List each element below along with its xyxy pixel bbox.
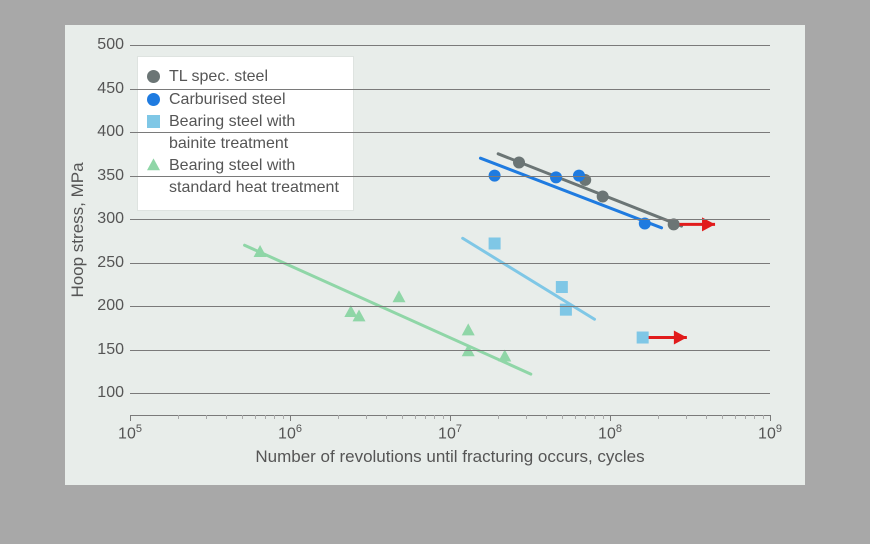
data-point-bainite-treatment xyxy=(489,237,501,249)
trend-line-carburised-steel xyxy=(480,158,661,228)
x-tick-label: 105 xyxy=(118,415,142,443)
trend-line-tl-spec-steel xyxy=(498,154,681,226)
y-tick-label: 300 xyxy=(74,210,130,228)
y-tick-label: 350 xyxy=(74,167,130,185)
plot-area: Hoop stress, MPa Number of revolutions u… xyxy=(130,45,770,415)
gridline xyxy=(130,176,770,177)
y-tick-label: 450 xyxy=(74,80,130,98)
chart-frame: Hoop stress, MPa Number of revolutions u… xyxy=(65,25,805,485)
x-tick-label: 107 xyxy=(438,415,462,443)
triangle-icon xyxy=(146,158,161,173)
legend-item: Bearing steel withstandard heat treatmen… xyxy=(146,155,339,198)
y-tick-label: 200 xyxy=(74,297,130,315)
x-tick-label: 106 xyxy=(278,415,302,443)
data-point-standard-heat-treatment xyxy=(392,290,405,302)
trend-line-standard-heat-treatment xyxy=(245,245,531,374)
data-point-carburised-steel xyxy=(550,171,562,183)
x-tick-label: 109 xyxy=(758,415,782,443)
gridline xyxy=(130,89,770,90)
legend-item: Carburised steel xyxy=(146,89,339,111)
y-tick-label: 500 xyxy=(74,36,130,54)
data-point-tl-spec-steel xyxy=(668,218,680,230)
gridline xyxy=(130,45,770,46)
gridline xyxy=(130,132,770,133)
data-point-tl-spec-steel xyxy=(513,157,525,169)
legend-label: Bearing steel withstandard heat treatmen… xyxy=(169,155,339,198)
y-tick-label: 250 xyxy=(74,254,130,272)
x-axis-label: Number of revolutions until fracturing o… xyxy=(255,447,644,467)
data-point-tl-spec-steel xyxy=(597,190,609,202)
y-tick-label: 150 xyxy=(74,341,130,359)
legend-label: Carburised steel xyxy=(169,89,286,111)
gridline xyxy=(130,393,770,394)
circle-icon xyxy=(146,92,161,107)
data-point-bainite-treatment xyxy=(637,332,649,344)
data-point-standard-heat-treatment xyxy=(462,323,475,335)
data-point-standard-heat-treatment xyxy=(498,349,511,361)
y-tick-label: 100 xyxy=(74,384,130,402)
runout-arrow xyxy=(647,331,687,345)
legend: TL spec. steelCarburised steel Bearing st… xyxy=(138,57,353,210)
circle-icon xyxy=(146,69,161,84)
y-tick-label: 400 xyxy=(74,123,130,141)
gridline xyxy=(130,219,770,220)
gridline xyxy=(130,350,770,351)
x-tick-label: 108 xyxy=(598,415,622,443)
legend-item: TL spec. steel xyxy=(146,66,339,88)
square-icon xyxy=(146,114,161,129)
gridline xyxy=(130,306,770,307)
data-point-bainite-treatment xyxy=(556,281,568,293)
legend-label: TL spec. steel xyxy=(169,66,268,88)
gridline xyxy=(130,263,770,264)
